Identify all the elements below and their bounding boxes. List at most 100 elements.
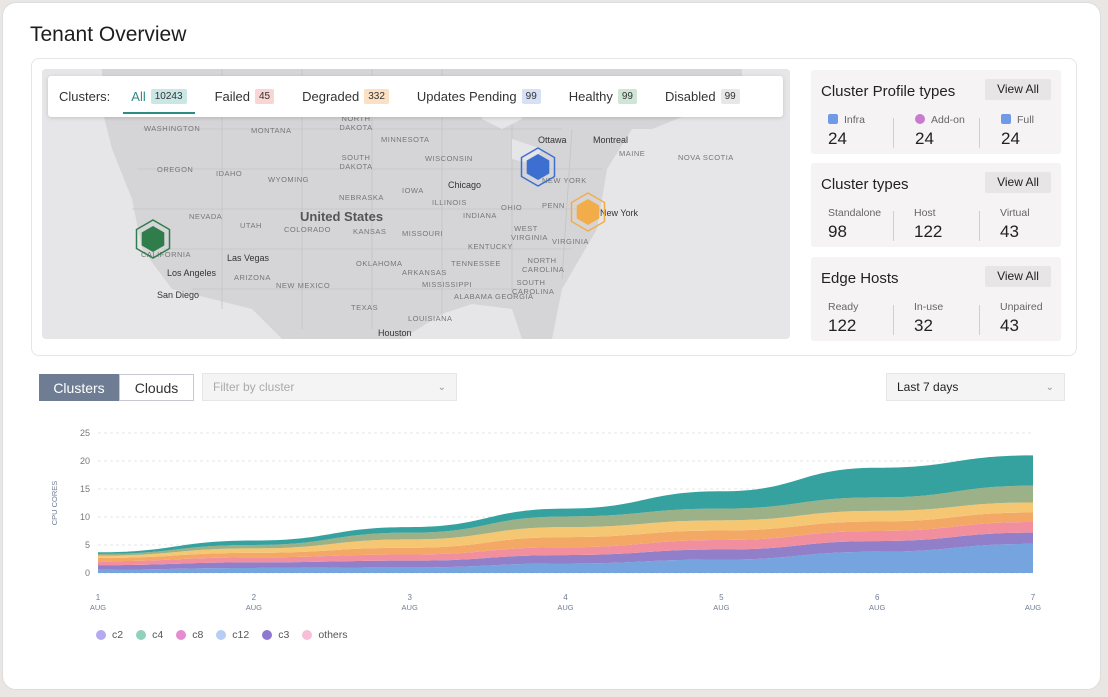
stat-value: 32 xyxy=(914,316,933,335)
card-title: Cluster types xyxy=(821,176,909,193)
map-city-label: New York xyxy=(600,208,639,218)
divider xyxy=(979,305,980,335)
x-tick-label: 3 xyxy=(407,593,412,602)
y-tick-label: 0 xyxy=(85,568,90,578)
count-badge: 99 xyxy=(521,89,541,104)
filter-all[interactable]: All 10243 xyxy=(123,76,195,117)
legend-dot-icon xyxy=(176,630,187,640)
x-tick-label: 2 xyxy=(252,593,257,602)
stat-host: Host 122 xyxy=(914,207,942,242)
stat-virtual: Virtual 43 xyxy=(1000,207,1030,242)
divider xyxy=(893,118,894,148)
cluster-filter-placeholder: Filter by cluster xyxy=(213,380,295,394)
filter-degraded[interactable]: Degraded 332 xyxy=(302,76,389,117)
stat-full: Full 24 xyxy=(1001,114,1034,149)
legend-label: c12 xyxy=(232,629,250,641)
legend-item[interactable]: c3 xyxy=(262,629,289,641)
stat-value: 24 xyxy=(1001,129,1020,148)
y-axis-label: CPU CORES xyxy=(50,481,59,526)
card-title: Edge Hosts xyxy=(821,270,899,287)
cluster-types-card: Cluster types View All Standalone 98 Hos… xyxy=(811,163,1061,247)
filter-updates-pending[interactable]: Updates Pending 99 xyxy=(417,76,541,117)
divider xyxy=(979,211,980,241)
map-state-label: MISSISSIPPI xyxy=(422,280,473,289)
map-state-label: NEW YORK xyxy=(542,176,587,185)
time-range-select[interactable]: Last 7 days ⌄ xyxy=(886,373,1065,401)
map-state-label: IOWA xyxy=(402,186,424,195)
map-state-label: ILLINOIS xyxy=(432,198,467,207)
map-state-label: TEXAS xyxy=(351,303,379,312)
map-state-label: WASHINGTON xyxy=(144,124,201,133)
divider xyxy=(979,118,980,148)
map-state-label: MONTANA xyxy=(251,126,292,135)
clouds-toggle-button[interactable]: Clouds xyxy=(119,374,194,401)
filter-item-label: Disabled xyxy=(664,89,716,104)
x-tick-sublabel: AUG xyxy=(246,603,262,612)
clusters-toggle-button[interactable]: Clusters xyxy=(39,374,119,401)
legend-item[interactable]: others xyxy=(302,629,348,641)
chevron-down-icon: ⌄ xyxy=(437,382,446,393)
legend-dot-icon xyxy=(262,630,273,640)
filter-item-label: Failed xyxy=(214,89,250,104)
stat-standalone: Standalone 98 xyxy=(828,207,881,242)
map-state-label: PENN xyxy=(542,201,565,210)
map-state-label: NEVADA xyxy=(189,212,223,221)
stat-label: Host xyxy=(914,207,936,219)
map-city-label: Ottawa xyxy=(538,135,567,145)
count-badge: 99 xyxy=(720,89,740,104)
map-state-label: SOUTH CAROLINA xyxy=(512,278,555,296)
stat-label: Unpaired xyxy=(1000,301,1043,313)
view-all-button[interactable]: View All xyxy=(985,266,1051,287)
stat-label: Standalone xyxy=(828,207,882,219)
area-series-6[interactable] xyxy=(98,455,1033,554)
map-state-label: OHIO xyxy=(501,203,523,212)
stat-value: 98 xyxy=(828,222,847,241)
x-tick-label: 4 xyxy=(563,593,568,602)
map-state-label: WISCONSIN xyxy=(425,154,473,163)
view-all-button[interactable]: View All xyxy=(985,172,1051,193)
legend-dot-icon xyxy=(216,630,227,640)
legend-item[interactable]: c8 xyxy=(176,629,203,641)
filter-item-label: Degraded xyxy=(302,89,360,104)
legend-label: c4 xyxy=(152,629,164,641)
filter-disabled[interactable]: Disabled 99 xyxy=(665,76,740,117)
filter-failed[interactable]: Failed 45 xyxy=(215,76,275,117)
map-state-label: WYOMING xyxy=(268,175,309,184)
edge-hosts-card: Edge Hosts View All Ready 122 In-use 32 … xyxy=(811,257,1061,341)
full-icon xyxy=(1001,114,1011,124)
map-state-label: GEORGIA xyxy=(495,292,534,301)
x-tick-sublabel: AUG xyxy=(1025,603,1041,612)
legend-dot-icon xyxy=(96,630,106,640)
card-title: Cluster Profile types xyxy=(821,83,956,100)
x-tick-label: 1 xyxy=(96,593,101,602)
stat-label: Full xyxy=(1017,114,1034,126)
area-series-2[interactable] xyxy=(98,522,1033,566)
filter-item-label: All xyxy=(131,89,146,104)
area-series-0[interactable] xyxy=(98,543,1033,573)
area-series-1[interactable] xyxy=(98,532,1033,570)
map-state-label: NEW MEXICO xyxy=(276,281,331,290)
stat-label: Ready xyxy=(828,301,859,313)
map-state-label: TENNESSEE xyxy=(451,259,501,268)
stat-in-use: In-use 32 xyxy=(914,301,943,336)
legend-label: c2 xyxy=(112,629,124,641)
view-all-button[interactable]: View All xyxy=(985,79,1051,100)
legend-item[interactable]: c4 xyxy=(136,629,163,641)
map-state-label: VIRGINIA xyxy=(552,237,589,246)
area-series-4[interactable] xyxy=(98,502,1033,558)
legend-item[interactable]: c2 xyxy=(96,629,123,641)
legend-item[interactable]: c12 xyxy=(216,629,249,641)
cluster-filter-select[interactable]: Filter by cluster ⌄ xyxy=(202,373,457,401)
map-state-label: MINNESOTA xyxy=(381,135,430,144)
map-state-label: COLORADO xyxy=(284,225,331,234)
area-series-5[interactable] xyxy=(98,485,1033,556)
cluster-profile-types-card: Cluster Profile types View All Infra 24 … xyxy=(811,70,1061,154)
chart-legend: c2 c4 c8 c12 c3 others xyxy=(96,629,361,641)
map-city-label: Montreal xyxy=(593,135,629,145)
y-tick-label: 10 xyxy=(80,512,90,522)
area-series-3[interactable] xyxy=(98,512,1033,562)
map-country-label: United States xyxy=(300,209,384,224)
filter-healthy[interactable]: Healthy 99 xyxy=(569,76,637,117)
legend-label: others xyxy=(318,629,348,641)
filter-label: Clusters: xyxy=(59,89,111,104)
